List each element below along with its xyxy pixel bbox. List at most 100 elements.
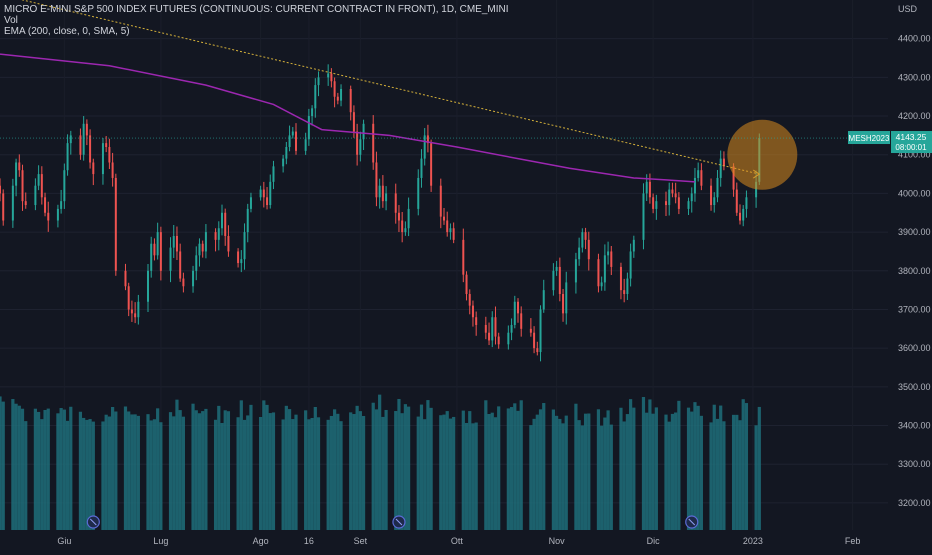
volume-indicator-label[interactable]: Vol — [4, 15, 18, 26]
volume-bar — [474, 422, 478, 530]
price-axis[interactable]: USD 4400.00 4300.00 4200.00 4100.00 4000.00 39… — [898, 4, 931, 508]
candle-body — [266, 197, 269, 206]
time-tick-label: Set — [354, 536, 368, 546]
candle-body — [172, 235, 175, 248]
volume-bar — [133, 414, 137, 530]
volume-bar — [259, 417, 263, 530]
candle-body — [468, 294, 471, 306]
volume-bar — [561, 423, 565, 530]
candle-body — [507, 332, 510, 345]
candle-body — [488, 332, 491, 341]
volume-bar — [448, 418, 453, 530]
time-tick-label: Feb — [845, 536, 861, 546]
volume-bar — [197, 413, 202, 530]
time-tick-label: 2023 — [743, 536, 763, 546]
volume-bar — [82, 417, 86, 530]
volume-bar — [24, 421, 28, 530]
volume-bar — [577, 420, 581, 530]
volume-bar — [172, 416, 176, 530]
candle-body — [555, 266, 558, 271]
candle-body — [153, 243, 156, 256]
volume-bar — [349, 412, 353, 530]
volume-bar — [744, 403, 749, 530]
candle-body — [510, 324, 513, 333]
candle-body — [317, 77, 320, 86]
candle-body — [375, 162, 378, 198]
volume-bar — [152, 419, 157, 530]
candle-body — [600, 282, 603, 287]
candle-body — [56, 208, 59, 221]
volume-bar — [426, 400, 430, 530]
volume-bar — [394, 411, 398, 530]
volume-bar — [33, 408, 37, 530]
time-axis[interactable]: Giu Lug Ago 16 Set Ott Nov Dic 2023 Feb — [57, 536, 860, 546]
candle-body — [471, 305, 474, 318]
volume-bar — [88, 419, 92, 530]
volume-bar — [555, 415, 559, 530]
volume-bar — [304, 410, 308, 530]
volume-bar — [712, 404, 716, 530]
candle-body — [491, 317, 494, 341]
symbol-title[interactable]: MICRO E-MINI S&P 500 INDEX FUTURES (CONT… — [4, 4, 509, 15]
candle-body — [137, 301, 140, 318]
candle-body — [175, 235, 178, 252]
candle-body — [204, 232, 207, 252]
candle-body — [246, 208, 249, 233]
candle-body — [237, 251, 240, 264]
volume-bar — [715, 418, 720, 530]
volume-bar — [629, 399, 633, 530]
candle-body — [249, 197, 252, 209]
volume-bar — [384, 409, 388, 530]
candle-body — [581, 232, 584, 248]
volume-bar — [519, 400, 523, 530]
volume-bar — [603, 417, 607, 530]
candle-body — [2, 193, 5, 221]
volume-bar — [509, 407, 514, 530]
candle-body — [37, 174, 40, 186]
candle-body — [336, 96, 339, 101]
volume-bar — [461, 410, 465, 530]
volume-bar — [735, 414, 739, 530]
candle-body — [327, 73, 330, 78]
candle-body — [192, 270, 195, 287]
volume-bar — [754, 425, 758, 530]
volume-bar — [551, 409, 555, 530]
volume-bar — [355, 405, 359, 530]
volume-bar — [423, 419, 427, 530]
price-badge-box — [891, 131, 932, 154]
candle-body — [105, 143, 108, 148]
candle-body — [539, 309, 542, 353]
volume-bar — [596, 409, 601, 530]
volume-bar — [645, 412, 649, 530]
volume-bar — [178, 410, 182, 530]
ema-indicator-label[interactable]: EMA (200, close, 0, SMA, 5) — [4, 26, 130, 37]
candle-body — [629, 251, 632, 279]
candle-body — [565, 282, 568, 314]
highlight-circle — [727, 119, 798, 190]
trendline — [20, 0, 760, 175]
volume-bar — [316, 417, 321, 530]
candle-body — [426, 135, 429, 144]
candle-body — [671, 189, 674, 194]
candle-body — [240, 259, 243, 264]
candle-body — [330, 73, 333, 82]
volume-bar — [381, 416, 385, 530]
volume-bar — [648, 399, 652, 530]
candle-body — [558, 266, 561, 295]
candle-body — [603, 255, 606, 283]
volume-bar — [226, 411, 231, 530]
volume-bar — [397, 398, 401, 530]
volume-bar — [204, 408, 208, 530]
candle-body — [147, 270, 149, 302]
candle-body — [221, 212, 223, 229]
volume-bar — [149, 420, 153, 530]
volume-bar — [738, 420, 742, 530]
candle-body — [314, 85, 317, 109]
candle-body — [92, 162, 95, 175]
candle-body — [385, 193, 388, 202]
volume-bar — [339, 421, 343, 530]
candle-body — [262, 189, 265, 198]
volume-bar — [236, 417, 240, 530]
